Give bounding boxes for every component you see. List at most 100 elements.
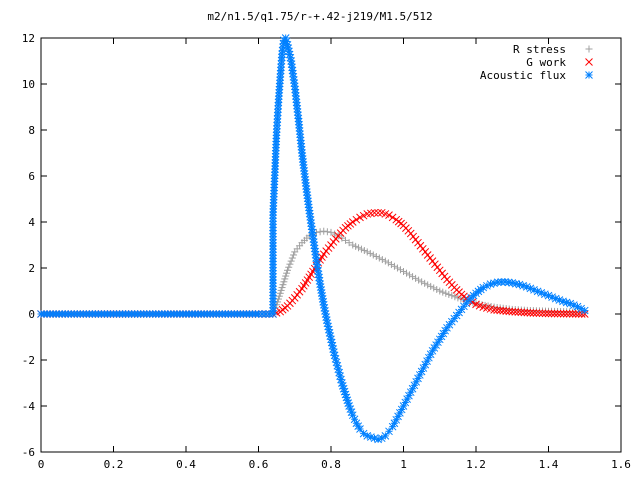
data-point xyxy=(355,244,363,252)
data-point xyxy=(369,251,377,259)
data-point xyxy=(442,289,450,297)
data-point xyxy=(448,292,456,300)
x-tick-label: 0.8 xyxy=(321,458,341,471)
y-tick-label: -4 xyxy=(22,400,36,413)
data-point xyxy=(280,278,288,286)
data-point xyxy=(580,306,589,315)
y-tick-label: -2 xyxy=(22,354,35,367)
chart-title: m2/n1.5/q1.75/r-+.42-j219/M1.5/512 xyxy=(207,10,432,23)
data-point xyxy=(374,208,382,217)
data-point xyxy=(275,292,283,300)
y-tick-label: 8 xyxy=(28,124,35,137)
data-point xyxy=(254,310,263,318)
data-point xyxy=(314,267,322,275)
data-point xyxy=(323,228,331,236)
data-point xyxy=(342,236,349,244)
legend-label: R stress xyxy=(513,43,566,56)
data-point xyxy=(282,272,290,280)
data-point xyxy=(418,278,426,286)
x-tick-label: 0.4 xyxy=(176,458,196,471)
data-point xyxy=(517,308,526,317)
y-tick-label: 6 xyxy=(28,170,35,183)
y-tick-label: 2 xyxy=(28,262,35,275)
x-tick-label: 1.2 xyxy=(466,458,486,471)
series-acoustic-flux xyxy=(37,34,589,444)
data-point xyxy=(451,293,459,301)
x-tick-label: 1 xyxy=(400,458,407,471)
data-point xyxy=(562,309,571,318)
data-point xyxy=(520,308,529,317)
data-point xyxy=(290,251,298,259)
legend-label: Acoustic flux xyxy=(480,69,566,82)
legend-marker xyxy=(585,58,593,66)
data-point xyxy=(363,248,371,256)
data-point xyxy=(276,289,284,297)
data-point xyxy=(366,249,374,257)
series-layer xyxy=(37,34,589,444)
data-point xyxy=(352,215,361,224)
data-point xyxy=(285,47,293,56)
data-point xyxy=(360,247,368,255)
data-point xyxy=(499,306,508,315)
data-point xyxy=(427,282,435,290)
data-point xyxy=(387,261,395,269)
data-point xyxy=(550,309,559,318)
data-point xyxy=(357,245,365,253)
data-point xyxy=(508,307,517,316)
data-point xyxy=(544,309,553,318)
y-tick-label: 0 xyxy=(28,308,35,321)
data-point xyxy=(338,234,346,242)
data-point xyxy=(286,260,294,268)
y-tick-label: -6 xyxy=(22,446,35,459)
y-tick-label: 10 xyxy=(22,78,35,91)
data-point xyxy=(496,306,505,315)
data-point xyxy=(504,278,513,287)
data-point xyxy=(283,269,291,277)
data-point xyxy=(497,278,506,286)
data-point xyxy=(345,239,353,247)
legend-marker xyxy=(585,45,593,53)
y-tick-label: 4 xyxy=(28,216,35,229)
data-point xyxy=(547,309,556,318)
data-point xyxy=(556,309,565,318)
data-point xyxy=(390,262,398,270)
data-point xyxy=(553,309,562,318)
axis-tick-labels: 0 0.2 0.4 0.6 0.8 1 1.2 1.4 1.6 -6 -4 -2 0 2 4 6 8 10 12 xyxy=(22,32,631,471)
data-point xyxy=(436,287,444,295)
data-point xyxy=(381,432,390,440)
data-point xyxy=(478,301,486,309)
y-tick-label: 12 xyxy=(22,32,35,45)
data-point xyxy=(529,309,538,317)
data-point xyxy=(285,50,294,59)
data-point xyxy=(511,308,520,316)
data-point xyxy=(532,309,541,317)
data-point xyxy=(284,266,291,274)
data-point xyxy=(375,254,383,262)
data-point xyxy=(421,279,429,287)
data-point xyxy=(541,309,550,318)
data-point xyxy=(565,309,574,318)
legend-marker xyxy=(585,71,593,79)
data-point xyxy=(424,281,432,289)
data-point xyxy=(523,308,532,317)
data-point xyxy=(327,338,336,347)
data-point xyxy=(352,242,360,250)
data-point xyxy=(406,271,414,279)
x-tick-label: 1.4 xyxy=(539,458,559,471)
data-point xyxy=(381,257,389,265)
data-point xyxy=(354,422,363,430)
data-point xyxy=(349,241,357,249)
data-point xyxy=(348,411,357,420)
data-point xyxy=(433,285,441,293)
data-point xyxy=(320,227,328,235)
data-point xyxy=(400,267,407,275)
data-point xyxy=(406,388,415,397)
data-point xyxy=(338,382,347,390)
data-point xyxy=(454,294,462,302)
data-point xyxy=(439,288,447,296)
data-point xyxy=(314,270,323,279)
data-point xyxy=(378,256,386,264)
data-point xyxy=(490,306,498,314)
data-point xyxy=(437,332,446,341)
